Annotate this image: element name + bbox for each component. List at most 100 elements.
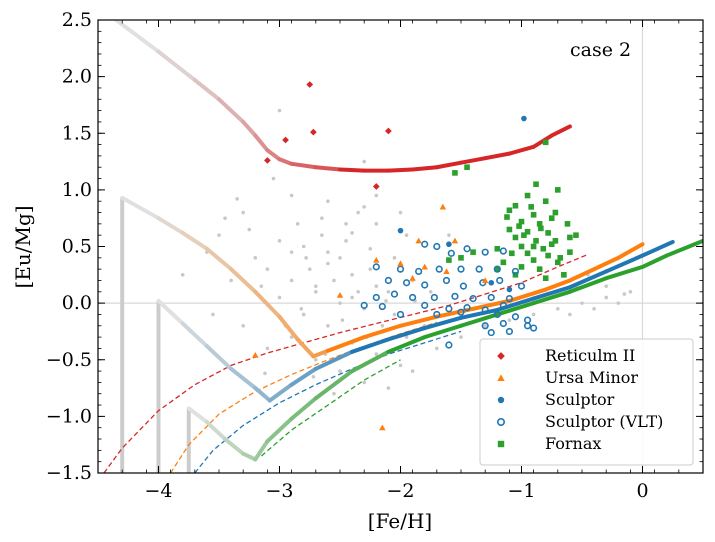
background-star-point: [350, 273, 354, 277]
background-star-point: [241, 210, 245, 215]
background-star-point: [604, 295, 608, 300]
fornax-point: [567, 234, 573, 241]
background-star-point: [410, 369, 415, 373]
model-curve-segment: [604, 264, 645, 281]
background-star-point: [362, 205, 367, 209]
y-axis-title: [Eu/Mg]: [11, 205, 35, 288]
model-curve-segment: [253, 439, 270, 462]
background-star-point: [604, 284, 608, 288]
sculptor-vlt-point: [487, 293, 495, 302]
dashed-model-curve: [260, 359, 401, 457]
background-star-point: [299, 306, 304, 311]
model-curve-segment: [459, 312, 500, 328]
model-curve-segment: [265, 416, 294, 444]
data-points: [252, 81, 579, 431]
background-star-point: [326, 250, 330, 254]
background-star-point: [368, 267, 373, 271]
model-curve-segment: [434, 160, 463, 170]
background-star-point: [289, 335, 294, 339]
ursa-minor-point: [439, 203, 447, 210]
sculptor-vlt-point: [459, 282, 468, 290]
annotation-label: case 2: [570, 39, 631, 61]
ursa-minor-point: [443, 268, 450, 274]
background-star-point: [263, 371, 267, 376]
sculptor-vlt-point: [415, 267, 423, 276]
background-star-point: [304, 256, 308, 260]
model-curve-segment: [592, 255, 621, 272]
background-star-point: [340, 318, 345, 322]
sculptor-vlt-point: [463, 304, 471, 312]
background-star-point: [447, 233, 451, 237]
fornax-point: [540, 245, 547, 252]
sculptor-vlt-point: [421, 301, 429, 309]
sculptor-vlt-point: [511, 267, 520, 276]
model-curve-segment: [386, 335, 427, 354]
y-tick-label: 2.5: [62, 9, 92, 31]
ursa-minor-point: [379, 424, 386, 431]
background-star-point: [277, 108, 282, 113]
fornax-point: [536, 221, 543, 227]
background-star-point: [289, 278, 294, 283]
background-star-point: [295, 222, 300, 226]
y-tick-label: 1.0: [62, 179, 92, 201]
fornax-point: [458, 255, 464, 261]
background-star-point: [338, 256, 342, 260]
background-star-point: [392, 312, 397, 317]
sculptor-vlt-point: [433, 242, 441, 251]
fornax-point: [512, 202, 519, 209]
background-star-point: [265, 346, 270, 351]
x-tick-label: 0: [636, 480, 648, 502]
x-tick-label: −2: [386, 480, 414, 502]
legend-label-ursa-minor: Ursa Minor: [545, 368, 638, 387]
model-curve-segment: [156, 216, 185, 235]
background-star-point: [301, 244, 306, 249]
model-curve-segment: [241, 451, 258, 462]
sculptor-vlt-point: [435, 265, 443, 273]
legend-label-reticulm-ii: Reticulm II: [545, 346, 635, 365]
model-curve-segment: [229, 267, 258, 294]
background-star-point: [350, 231, 354, 235]
fornax-point: [506, 207, 513, 214]
model-curve-segment: [186, 406, 209, 425]
background-star-point: [568, 312, 572, 317]
dashed-model-curve: [103, 253, 589, 473]
sculptor-vlt-point: [499, 247, 507, 255]
model-curve-segment: [531, 133, 554, 149]
model-curve-segment: [604, 253, 645, 274]
sculptor-vlt-point: [517, 282, 526, 290]
background-star-point: [311, 374, 316, 379]
fornax-point: [545, 230, 551, 236]
sculptor-vlt-point: [378, 302, 386, 311]
ursa-minor-point: [252, 352, 259, 358]
background-star-point: [314, 290, 318, 294]
sculptor-vlt-point: [463, 245, 471, 253]
fornax-point: [573, 232, 579, 238]
model-curve-segment: [253, 386, 272, 403]
sculptor-point: [506, 286, 513, 293]
model-curve-segment: [507, 287, 548, 303]
model-curve-segment: [362, 323, 403, 340]
model-curve-segment: [664, 238, 703, 258]
model-curve-segment: [265, 148, 282, 162]
axis-ticks: −4 −3 −2 −1 0 −1.5 −1.0 −0.5 0.0 0.5 1.0 1.5 2.0 2.5: [46, 9, 704, 502]
fornax-point: [530, 243, 537, 250]
model-curve-segment: [410, 165, 439, 172]
sculptor-vlt-point: [409, 293, 417, 302]
ursa-minor-point: [421, 263, 428, 270]
fornax-point: [446, 257, 452, 263]
sculptor-vlt-point: [430, 293, 438, 302]
legend-label-sculptor-vlt: Sculptor (VLT): [545, 412, 663, 431]
background-star-point: [435, 346, 439, 351]
y-tick-label: −1.0: [46, 405, 92, 427]
model-curve-segment: [531, 289, 572, 306]
fornax-point: [504, 214, 510, 220]
background-star-point: [483, 323, 488, 328]
sculptor-vlt-point: [433, 310, 441, 319]
model-curve-segment: [253, 133, 270, 153]
fornax-point: [555, 187, 561, 193]
y-tick-label: −0.5: [46, 349, 92, 371]
model-curve-segment: [313, 369, 355, 401]
background-star-point: [338, 301, 342, 305]
x-tick-label: −4: [144, 480, 172, 502]
model-curve-segment: [507, 144, 536, 156]
